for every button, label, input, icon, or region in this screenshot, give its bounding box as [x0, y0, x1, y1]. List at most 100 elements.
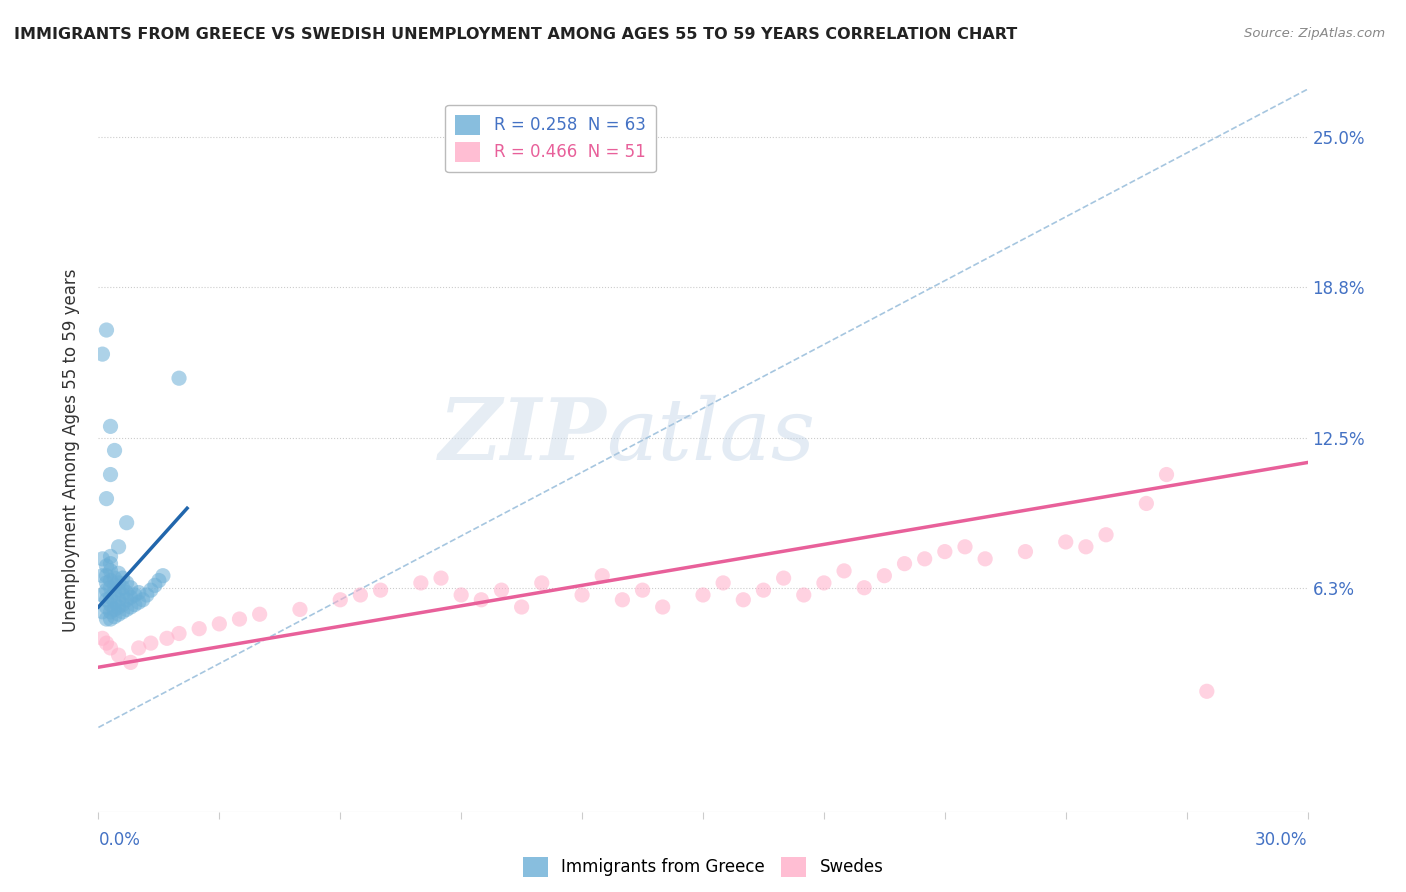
Point [91, 605, 114, 619]
Point [510, 599, 533, 614]
Point [914, 551, 936, 566]
Point [107, 599, 129, 614]
Point [107, 607, 129, 622]
Point [132, 592, 155, 607]
Point [139, 636, 162, 650]
Point [96, 612, 118, 626]
Point [128, 585, 150, 599]
Point [128, 595, 150, 609]
Point [107, 583, 129, 598]
Y-axis label: Unemployment Among Ages 55 to 59 years: Unemployment Among Ages 55 to 59 years [62, 268, 80, 632]
Point [329, 592, 352, 607]
Point [100, 640, 122, 655]
Point [470, 592, 492, 607]
Point [934, 544, 956, 558]
Point [100, 549, 122, 564]
Point [96, 323, 118, 337]
Point [152, 568, 174, 582]
Point [107, 566, 129, 581]
Point [370, 583, 392, 598]
Point [96, 491, 118, 506]
Point [631, 583, 654, 598]
Point [124, 598, 146, 612]
Point [100, 612, 122, 626]
Point [167, 626, 190, 640]
Point [974, 551, 997, 566]
Point [143, 578, 166, 592]
Point [111, 605, 134, 619]
Point [120, 599, 142, 614]
Point [491, 583, 513, 598]
Point [139, 583, 162, 598]
Legend: R = 0.258  N = 63, R = 0.466  N = 51: R = 0.258 N = 63, R = 0.466 N = 51 [446, 104, 655, 172]
Point [530, 576, 553, 591]
Point [832, 564, 855, 578]
Point [107, 592, 129, 607]
Point [91, 632, 114, 646]
Point [100, 574, 122, 588]
Text: atlas: atlas [606, 394, 815, 477]
Point [100, 591, 122, 605]
Point [111, 571, 134, 585]
Point [115, 585, 138, 599]
Point [100, 581, 122, 595]
Point [100, 605, 122, 619]
Point [853, 581, 876, 595]
Point [96, 559, 118, 574]
Text: IMMIGRANTS FROM GREECE VS SWEDISH UNEMPLOYMENT AMONG AGES 55 TO 59 YEARS CORRELA: IMMIGRANTS FROM GREECE VS SWEDISH UNEMPL… [14, 27, 1018, 42]
Point [100, 557, 122, 571]
Point [711, 576, 734, 591]
Point [188, 622, 211, 636]
Point [103, 595, 125, 609]
Point [692, 588, 714, 602]
Point [120, 581, 142, 595]
Point [228, 612, 250, 626]
Point [100, 467, 122, 482]
Point [111, 581, 134, 595]
Point [349, 588, 371, 602]
Point [115, 602, 138, 616]
Text: ZIP: ZIP [439, 394, 606, 478]
Point [148, 574, 170, 588]
Point [953, 540, 976, 554]
Point [893, 557, 915, 571]
Point [96, 636, 118, 650]
Point [1195, 684, 1218, 698]
Point [135, 588, 157, 602]
Point [249, 607, 271, 622]
Point [111, 588, 134, 602]
Point [128, 640, 150, 655]
Point [772, 571, 794, 585]
Point [793, 588, 815, 602]
Point [1074, 540, 1097, 554]
Point [288, 602, 311, 616]
Point [103, 602, 125, 616]
Text: 30.0%: 30.0% [1256, 831, 1308, 849]
Point [96, 568, 118, 582]
Point [103, 443, 125, 458]
Point [96, 599, 118, 614]
Point [96, 576, 118, 591]
Point [111, 598, 134, 612]
Point [409, 576, 432, 591]
Point [1054, 535, 1077, 549]
Point [115, 516, 138, 530]
Point [103, 578, 125, 592]
Point [91, 588, 114, 602]
Point [107, 576, 129, 591]
Point [1014, 544, 1036, 558]
Point [103, 609, 125, 624]
Point [752, 583, 775, 598]
Point [96, 592, 118, 607]
Point [1095, 528, 1118, 542]
Point [651, 599, 673, 614]
Point [612, 592, 634, 607]
Point [208, 616, 231, 631]
Point [103, 585, 125, 599]
Point [167, 371, 190, 385]
Point [450, 588, 472, 602]
Point [100, 419, 122, 434]
Point [91, 347, 114, 361]
Point [120, 656, 142, 670]
Point [120, 591, 142, 605]
